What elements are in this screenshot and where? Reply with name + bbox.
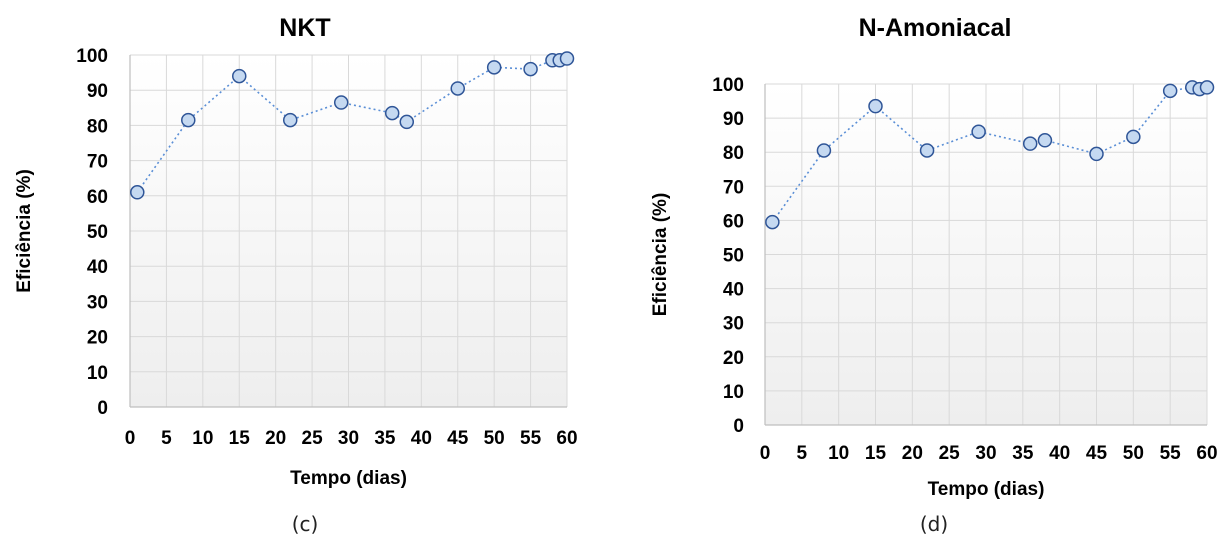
data-point — [282, 112, 298, 128]
x-tick-label: 35 — [1012, 443, 1034, 464]
data-point — [130, 185, 145, 200]
x-tick-label: 5 — [161, 428, 172, 449]
data-point — [559, 51, 575, 66]
y-tick-label: 10 — [87, 363, 108, 384]
x-tick-label: 0 — [125, 428, 136, 449]
y-tick-label: 20 — [87, 328, 108, 349]
y-tick-label: 60 — [723, 211, 744, 232]
y-tick-label: 50 — [723, 246, 744, 267]
x-tick-label: 35 — [374, 428, 396, 449]
y-tick-label: 40 — [87, 257, 108, 278]
y-tick-label: 50 — [87, 222, 108, 243]
data-point — [971, 124, 986, 139]
data-point — [232, 68, 247, 84]
data-point — [450, 81, 465, 96]
y-tick-label: 10 — [723, 382, 744, 403]
x-axis-title: Tempo (dias) — [290, 468, 407, 489]
y-tick-label: 60 — [87, 187, 108, 208]
data-point — [1037, 133, 1053, 148]
data-point — [868, 98, 883, 114]
data-point — [1126, 129, 1141, 145]
data-point — [486, 60, 502, 75]
data-point — [816, 143, 832, 158]
x-tick-label: 20 — [902, 443, 923, 464]
data-point — [384, 105, 400, 121]
x-tick-label: 50 — [1123, 443, 1144, 464]
y-tick-label: 30 — [723, 314, 744, 335]
chart-title: NKT — [279, 14, 330, 42]
chart-title: N-Amoniacal — [859, 14, 1012, 42]
data-point — [1089, 146, 1104, 162]
x-tick-label: 0 — [760, 443, 771, 464]
x-tick-label: 10 — [192, 428, 213, 449]
x-tick-label: 20 — [265, 428, 286, 449]
data-point — [1199, 80, 1215, 95]
y-tick-label: 40 — [723, 280, 744, 301]
y-tick-label: 100 — [712, 75, 744, 96]
x-tick-label: 30 — [975, 443, 996, 464]
y-tick-label: 30 — [87, 292, 108, 313]
y-tick-label: 90 — [87, 81, 108, 102]
y-tick-label: 70 — [87, 152, 108, 173]
x-tick-label: 30 — [338, 428, 359, 449]
x-tick-label: 10 — [828, 443, 849, 464]
y-tick-label: 0 — [733, 416, 744, 437]
y-tick-label: 90 — [723, 109, 744, 130]
x-tick-label: 25 — [939, 443, 961, 464]
y-tick-label: 80 — [87, 116, 108, 137]
x-tick-label: 25 — [302, 428, 324, 449]
x-tick-label: 55 — [520, 428, 542, 449]
figure-caption: (c) — [292, 512, 319, 536]
chart-n-amoniacal: 0 5 10 15 20 25 30 35 40 45 50 55 60 0 10 20 30 40 50 60 70 8… — [650, 14, 1218, 536]
x-axis-title: Tempo (dias) — [928, 479, 1045, 500]
y-axis-title: Eficiência (%) — [650, 193, 671, 317]
data-point — [333, 95, 349, 110]
chart-panel-nkt: 0 5 10 15 20 25 30 35 40 45 50 55 60 0 10 20 30 40 50 60 70 8… — [14, 14, 578, 536]
x-tick-label: 60 — [1196, 443, 1217, 464]
data-point — [399, 114, 415, 130]
data-point — [765, 214, 780, 230]
y-tick-label: 70 — [723, 177, 744, 198]
data-point — [181, 112, 196, 128]
x-tick-label: 5 — [797, 443, 808, 464]
y-tick-label: 0 — [97, 398, 108, 419]
chart-panel-n-amoniacal: 0 5 10 15 20 25 30 35 40 45 50 55 60 0 10 20 30 40 50 60 70 8… — [640, 0, 1220, 536]
x-tick-label: 55 — [1160, 443, 1182, 464]
y-tick-label: 80 — [723, 143, 744, 164]
y-tick-label: 20 — [723, 348, 744, 369]
x-tick-label: 50 — [484, 428, 505, 449]
data-point — [1022, 136, 1038, 151]
y-axis-title: Eficiência (%) — [14, 169, 35, 293]
chart-nkt: 0 5 10 15 20 25 30 35 40 45 50 55 60 0 10 20 30 40 50 60 70 8… — [14, 14, 578, 536]
figure-caption: (d) — [920, 512, 948, 536]
data-point — [1162, 83, 1178, 99]
y-tick-label: 100 — [76, 46, 108, 67]
x-tick-label: 40 — [411, 428, 432, 449]
x-tick-label: 45 — [447, 428, 469, 449]
x-tick-label: 40 — [1049, 443, 1070, 464]
x-tick-label: 15 — [865, 443, 887, 464]
x-tick-label: 60 — [556, 428, 577, 449]
x-tick-label: 45 — [1086, 443, 1108, 464]
x-tick-label: 15 — [229, 428, 251, 449]
data-point — [523, 61, 538, 77]
data-point — [919, 143, 935, 158]
